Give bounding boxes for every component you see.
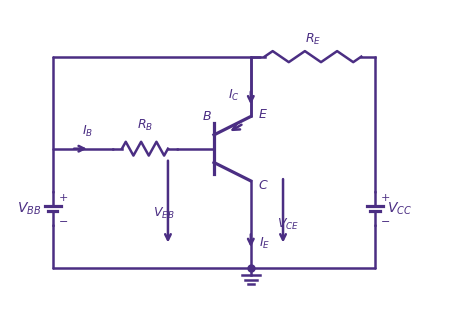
Text: $R_E$: $R_E$ — [305, 32, 321, 47]
Text: $R_B$: $R_B$ — [137, 117, 153, 133]
Text: $V_{EB}$: $V_{EB}$ — [153, 206, 174, 221]
Text: $I_E$: $I_E$ — [259, 236, 270, 251]
Text: $E$: $E$ — [258, 108, 268, 121]
Text: $+$: $+$ — [380, 191, 390, 202]
Text: $V_{CE}$: $V_{CE}$ — [276, 217, 299, 232]
Text: $C$: $C$ — [258, 179, 268, 192]
Text: $-$: $-$ — [58, 215, 69, 225]
Text: $+$: $+$ — [58, 191, 69, 202]
Text: $I_B$: $I_B$ — [82, 124, 93, 139]
Text: $V_{CC}$: $V_{CC}$ — [387, 200, 411, 217]
Text: $-$: $-$ — [380, 215, 390, 225]
Text: $V_{BB}$: $V_{BB}$ — [17, 200, 41, 217]
Text: $B$: $B$ — [202, 111, 212, 124]
Text: $I_C$: $I_C$ — [228, 88, 239, 103]
